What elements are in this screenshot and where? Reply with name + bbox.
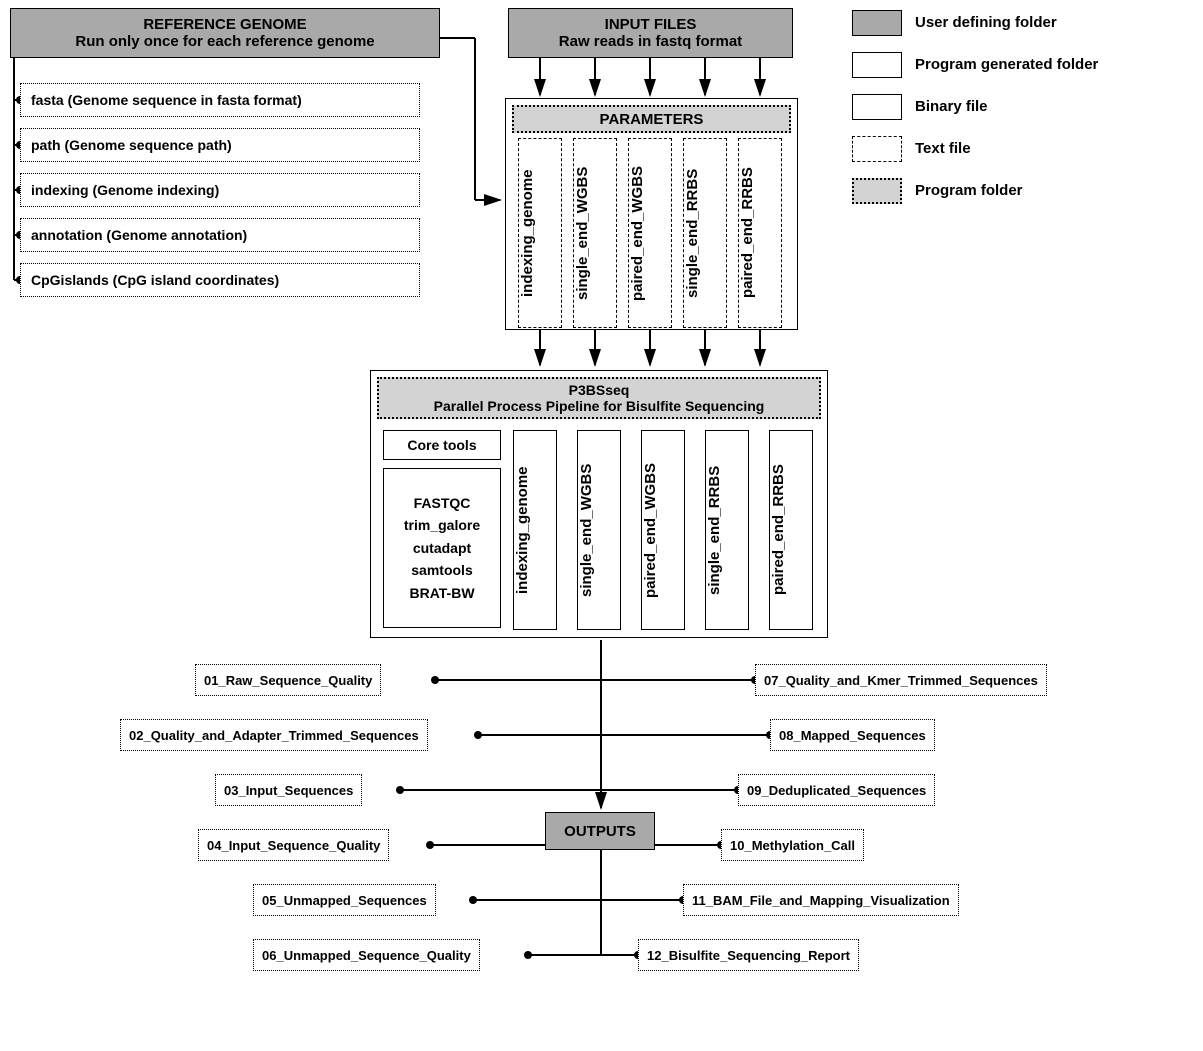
legend-progfolder-label: Program folder	[915, 182, 1023, 199]
output-11: 11_BAM_File_and_Mapping_Visualization	[683, 884, 959, 916]
ref-item-path: path (Genome sequence path)	[20, 128, 420, 162]
ref-item-annotation: annotation (Genome annotation)	[20, 218, 420, 252]
output-12: 12_Bisulfite_Sequencing_Report	[638, 939, 859, 971]
output-05: 05_Unmapped_Sequences	[253, 884, 436, 916]
p3-paired-rrbs: paired_end_RRBS	[769, 430, 813, 630]
param-single-rrbs: single_end_RRBS	[683, 138, 727, 328]
param-paired-wgbs: paired_end_WGBS	[628, 138, 672, 328]
output-04: 04_Input_Sequence_Quality	[198, 829, 389, 861]
ref-item-cpg: CpGislands (CpG island coordinates)	[20, 263, 420, 297]
reference-genome-subtitle: Run only once for each reference genome	[75, 33, 374, 50]
p3-indexing: indexing_genome	[513, 430, 557, 630]
legend-user-folder-swatch	[852, 10, 902, 36]
parameters-header: PARAMETERS	[512, 105, 791, 133]
output-09: 09_Deduplicated_Sequences	[738, 774, 935, 806]
output-03: 03_Input_Sequences	[215, 774, 362, 806]
legend-progfolder-swatch	[852, 178, 902, 204]
p3-single-rrbs: single_end_RRBS	[705, 430, 749, 630]
outputs-box: OUTPUTS	[545, 812, 655, 850]
input-files-header: INPUT FILES Raw reads in fastq format	[508, 8, 793, 58]
core-tools-label-box: Core tools	[383, 430, 501, 460]
output-01: 01_Raw_Sequence_Quality	[195, 664, 381, 696]
ref-item-fasta: fasta (Genome sequence in fasta format)	[20, 83, 420, 117]
output-06: 06_Unmapped_Sequence_Quality	[253, 939, 480, 971]
output-02: 02_Quality_and_Adapter_Trimmed_Sequences	[120, 719, 428, 751]
reference-genome-title: REFERENCE GENOME	[143, 16, 306, 33]
param-indexing: indexing_genome	[518, 138, 562, 328]
p3bsseq-header: P3BSseq Parallel Process Pipeline for Bi…	[377, 377, 821, 419]
input-files-subtitle: Raw reads in fastq format	[559, 33, 742, 50]
p3-single-wgbs: single_end_WGBS	[577, 430, 621, 630]
p3-paired-wgbs: paired_end_WGBS	[641, 430, 685, 630]
ref-item-indexing: indexing (Genome indexing)	[20, 173, 420, 207]
legend-binary-label: Binary file	[915, 98, 988, 115]
legend-program-folder-label: Program generated folder	[915, 56, 1098, 73]
input-files-title: INPUT FILES	[605, 16, 697, 33]
param-single-wgbs: single_end_WGBS	[573, 138, 617, 328]
legend-program-folder-swatch	[852, 52, 902, 78]
param-paired-rrbs: paired_end_RRBS	[738, 138, 782, 328]
output-08: 08_Mapped_Sequences	[770, 719, 935, 751]
output-10: 10_Methylation_Call	[721, 829, 864, 861]
reference-genome-header: REFERENCE GENOME Run only once for each …	[10, 8, 440, 58]
p3bsseq-title: P3BSseq	[569, 382, 630, 398]
p3bsseq-subtitle: Parallel Process Pipeline for Bisulfite …	[434, 398, 765, 414]
legend-text-label: Text file	[915, 140, 971, 157]
output-07: 07_Quality_and_Kmer_Trimmed_Sequences	[755, 664, 1047, 696]
core-tools-list: FASTQC trim_galore cutadapt samtools BRA…	[383, 468, 501, 628]
legend-binary-swatch	[852, 94, 902, 120]
legend-text-swatch	[852, 136, 902, 162]
legend-user-folder-label: User defining folder	[915, 14, 1057, 31]
